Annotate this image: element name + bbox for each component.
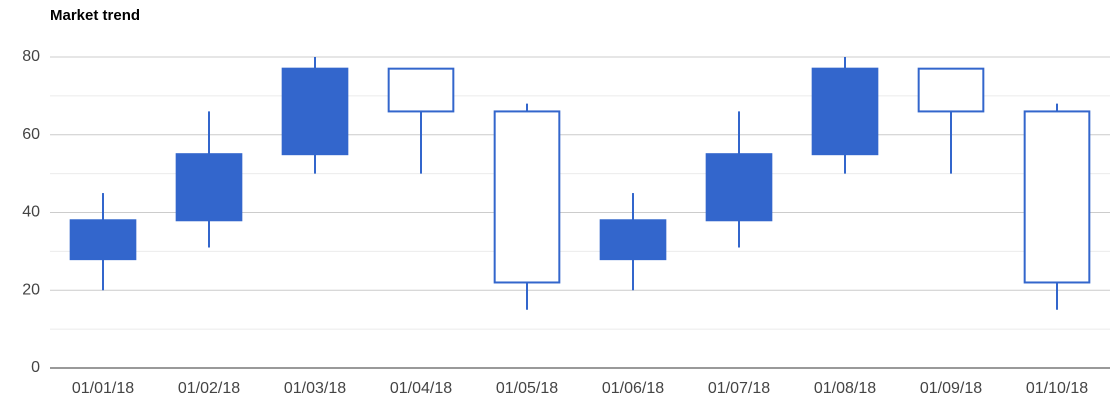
x-tick-label: 01/03/18 [284, 380, 346, 397]
y-tick-label: 80 [22, 48, 40, 65]
x-tick-label: 01/04/18 [390, 380, 452, 397]
x-tick-label: 01/01/18 [72, 380, 134, 397]
x-tick-label: 01/05/18 [496, 380, 558, 397]
y-tick-label: 40 [22, 204, 40, 221]
candle-body [1023, 110, 1091, 284]
x-tick-label: 01/08/18 [814, 380, 876, 397]
candle-body [705, 153, 773, 222]
y-tick-label: 60 [22, 126, 40, 143]
x-tick-label: 01/10/18 [1026, 380, 1088, 397]
candle-body [493, 110, 561, 284]
y-tick-label: 0 [31, 359, 40, 376]
y-tick-label: 20 [22, 281, 40, 298]
chart-title: Market trend [50, 7, 140, 24]
x-tick-label: 01/06/18 [602, 380, 664, 397]
x-tick-label: 01/02/18 [178, 380, 240, 397]
candle-body [811, 67, 879, 156]
candle-body [69, 219, 137, 261]
x-tick-label: 01/09/18 [920, 380, 982, 397]
candle-body [281, 67, 349, 156]
candle-body [917, 67, 985, 113]
x-tick-label: 01/07/18 [708, 380, 770, 397]
candle-body [387, 67, 455, 113]
candle-body [175, 153, 243, 222]
candle-body [599, 219, 667, 261]
